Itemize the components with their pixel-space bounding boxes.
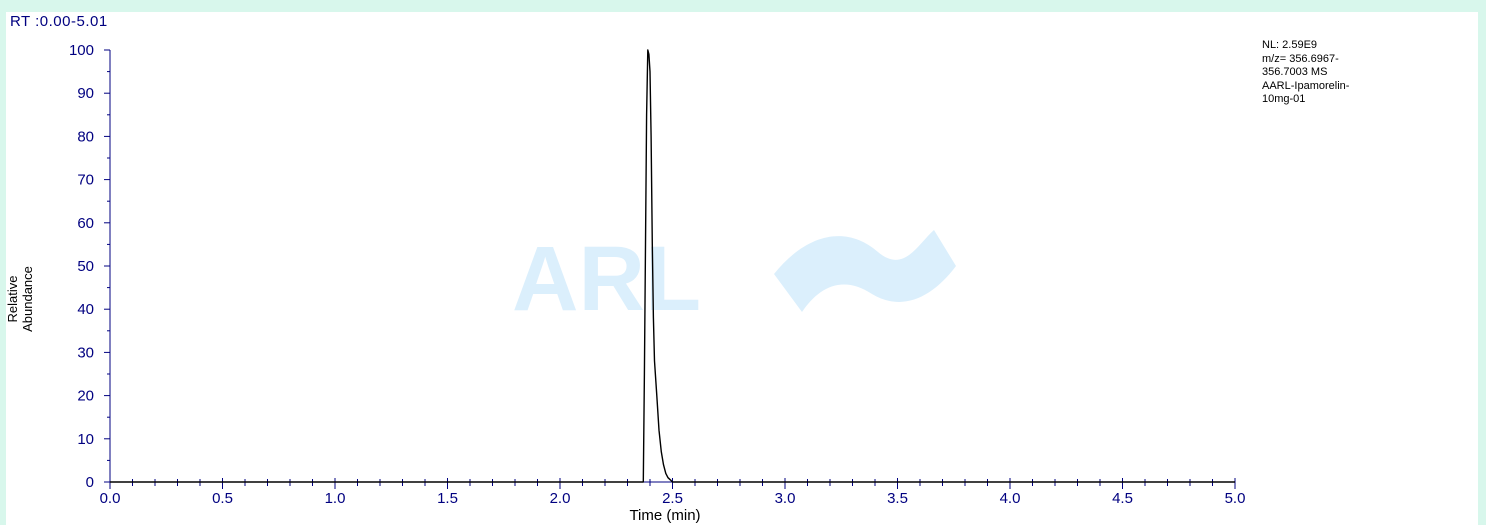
y-tick-label: 40 xyxy=(77,301,94,318)
chromatogram-plot: ARL 0 10 20 30 40 50 60 70 80 90 100 0.0 0.5 1.0 1.5 2.… xyxy=(69,42,1246,507)
x-tick-label: 3.0 xyxy=(775,490,796,507)
y-tick-label: 90 xyxy=(77,85,94,102)
trace xyxy=(110,49,1235,483)
x-tick-label: 3.5 xyxy=(887,490,908,507)
annotation-line-mz: m/z= 356.6967- xyxy=(1262,52,1339,65)
x-tick-label: 4.0 xyxy=(1000,490,1021,507)
annotation-line-normalization: NL: 2.59E9 xyxy=(1262,39,1318,51)
x-tick-label: 4.5 xyxy=(1112,490,1133,507)
annotation-line-mz-range: 356.7003 MS xyxy=(1262,66,1328,78)
y-tick-label: 60 xyxy=(77,215,94,232)
y-tick-label: 20 xyxy=(77,388,94,405)
y-tick-label: 100 xyxy=(69,42,94,59)
chromatogram-frame: RT :0.00-5.01 ARL 0 10 20 30 40 50 60 70 80 90 100… xyxy=(5,12,1478,525)
x-tick-label: 5.0 xyxy=(1225,490,1246,507)
annotation-line-sample: AARL-Ipamorelin- xyxy=(1262,79,1350,92)
x-tick-label: 0.0 xyxy=(100,490,121,507)
arl-watermark-logo: ARL xyxy=(512,228,956,330)
x-axis-label: Time (min) xyxy=(629,507,701,524)
x-tick-label: 1.0 xyxy=(325,490,346,507)
y-tick-label: 10 xyxy=(77,431,94,448)
scan-annotation: NL: 2.59E9 m/z= 356.6967- 356.7003 MS AA… xyxy=(1262,39,1349,107)
y-tick-label: 0 xyxy=(86,474,94,491)
watermark-text: ARL xyxy=(512,228,701,330)
y-tick-label: 50 xyxy=(77,258,94,275)
wave-icon xyxy=(774,230,956,312)
y-tick-label: 70 xyxy=(77,172,94,189)
y-tick-label: 30 xyxy=(77,344,94,361)
rt-range-label: RT :0.00-5.01 xyxy=(10,13,108,30)
chromatogram-trace xyxy=(110,49,1235,483)
annotation-line-sample-id: 10mg-01 xyxy=(1262,93,1306,105)
y-tick-label: 80 xyxy=(77,128,94,145)
y-axis-label: Relative Abundance xyxy=(5,266,35,332)
x-tick-label: 0.5 xyxy=(212,490,233,507)
x-tick-label: 2.0 xyxy=(550,490,571,507)
x-tick-label: 2.5 xyxy=(662,490,683,507)
x-tick-label: 1.5 xyxy=(437,490,458,507)
